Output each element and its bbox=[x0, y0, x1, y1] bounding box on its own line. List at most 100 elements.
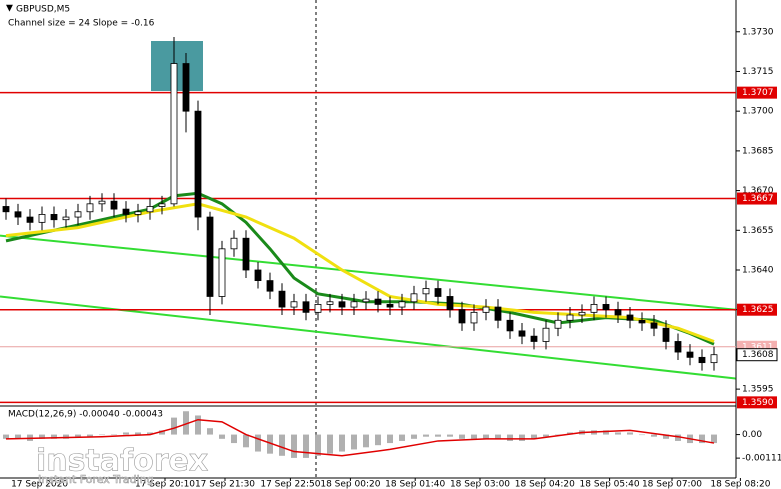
level-label: 1.3590 bbox=[742, 398, 774, 408]
y-tick-label: 1.3685 bbox=[742, 146, 774, 156]
candle-body bbox=[158, 203, 166, 207]
candle-body bbox=[542, 327, 550, 342]
y-tick-label: 1.3655 bbox=[742, 226, 774, 236]
macd-bar bbox=[303, 434, 309, 458]
macd-bar bbox=[39, 434, 45, 439]
macd-bar bbox=[3, 434, 9, 439]
macd-bar bbox=[15, 434, 21, 439]
macd-bar bbox=[435, 434, 441, 437]
macd-bar bbox=[171, 417, 177, 435]
y-tick-label: 1.3730 bbox=[742, 27, 774, 37]
macd-bar bbox=[387, 434, 393, 444]
x-tick-label: 18 Sep 03:00 bbox=[450, 480, 510, 489]
candle-body bbox=[578, 311, 586, 316]
x-tick-label: 18 Sep 01:40 bbox=[385, 480, 445, 489]
candle-body bbox=[326, 301, 334, 305]
candle-body bbox=[278, 290, 286, 308]
candle-body bbox=[218, 248, 226, 297]
candle-body bbox=[458, 309, 466, 324]
macd-bar bbox=[375, 434, 381, 446]
level-label: 1.3667 bbox=[742, 194, 774, 204]
y-tick-label: 1.3715 bbox=[742, 67, 774, 77]
level-label: 1.3625 bbox=[742, 305, 774, 315]
macd-bar bbox=[555, 434, 561, 436]
candle-body bbox=[386, 304, 394, 308]
candle-body bbox=[122, 208, 130, 215]
candle-body bbox=[350, 301, 358, 308]
candle-body bbox=[638, 319, 646, 324]
chart-subtitle: Channel size = 24 Slope = -0.16 bbox=[8, 19, 155, 29]
candle-body bbox=[338, 301, 346, 308]
macd-bar bbox=[543, 434, 549, 437]
candle-body bbox=[242, 237, 250, 271]
macd-bar bbox=[411, 434, 417, 439]
macd-bar bbox=[639, 434, 645, 436]
macd-bar bbox=[495, 434, 501, 439]
macd-bar bbox=[615, 432, 621, 435]
candle-body bbox=[626, 314, 634, 321]
candle-body bbox=[398, 301, 406, 308]
candle-body bbox=[482, 306, 490, 313]
ask-label-bg bbox=[737, 340, 777, 352]
moving-average bbox=[5, 191, 715, 346]
x-tick-label: 18 Sep 00:20 bbox=[320, 480, 380, 489]
macd-bar bbox=[507, 434, 513, 441]
macd-y-tick-label: -0.00111 bbox=[742, 454, 781, 464]
macd-bar bbox=[399, 434, 405, 441]
macd-bar bbox=[135, 432, 141, 435]
macd-bar bbox=[663, 434, 669, 439]
candle-body bbox=[86, 203, 94, 213]
macd-bar bbox=[459, 434, 465, 439]
y-tick-label: 1.3640 bbox=[742, 266, 774, 276]
candle-body bbox=[494, 306, 502, 321]
ask-label: 1.3611 bbox=[742, 342, 774, 352]
candle-body bbox=[266, 280, 274, 292]
candle-body bbox=[254, 269, 262, 281]
candle-body bbox=[686, 351, 694, 358]
macd-bar bbox=[231, 434, 237, 444]
x-tick-label: 18 Sep 04:20 bbox=[515, 480, 575, 489]
candle-body bbox=[554, 319, 562, 329]
candle-body bbox=[674, 341, 682, 353]
candle-body bbox=[614, 309, 622, 316]
candle-body bbox=[62, 216, 70, 221]
candle-body bbox=[410, 293, 418, 303]
candle-body bbox=[362, 298, 370, 303]
level-label: 1.3707 bbox=[742, 88, 774, 98]
level-label-bg bbox=[737, 303, 777, 316]
candle-body bbox=[38, 214, 46, 223]
chart-title: GBPUSD,M5 bbox=[16, 5, 70, 15]
macd-bar bbox=[327, 434, 333, 454]
candle-body bbox=[434, 288, 442, 297]
last-price-bg bbox=[736, 348, 778, 362]
candle-body bbox=[470, 311, 478, 324]
macd-bar bbox=[471, 434, 477, 439]
candle-body bbox=[506, 319, 514, 332]
macd-bar bbox=[75, 434, 81, 437]
macd-bar bbox=[255, 434, 261, 452]
macd-bar bbox=[183, 411, 189, 435]
x-tick-label: 18 Sep 07:00 bbox=[642, 480, 702, 489]
candle-body bbox=[566, 314, 574, 321]
macd-bar bbox=[99, 434, 105, 436]
candle-body bbox=[98, 200, 106, 205]
candle-body bbox=[710, 354, 718, 364]
x-tick-label: 17 Sep 2020 bbox=[11, 480, 68, 489]
candle-body bbox=[530, 335, 538, 342]
macd-bar bbox=[675, 434, 681, 441]
level-label-bg bbox=[737, 396, 777, 409]
macd-bar bbox=[447, 434, 453, 437]
candle-body bbox=[26, 216, 34, 223]
macd-bar bbox=[279, 434, 285, 456]
macd-bar bbox=[123, 432, 129, 435]
x-tick-label: 17 Sep 21:30 bbox=[195, 480, 255, 489]
macd-bar bbox=[315, 434, 321, 456]
macd-bar bbox=[423, 434, 429, 437]
candle-body bbox=[422, 288, 430, 295]
macd-bar bbox=[243, 434, 249, 448]
macd-bar bbox=[147, 432, 153, 435]
macd-bar bbox=[651, 434, 657, 437]
macd-bar bbox=[483, 434, 489, 439]
candle-body bbox=[110, 200, 118, 210]
